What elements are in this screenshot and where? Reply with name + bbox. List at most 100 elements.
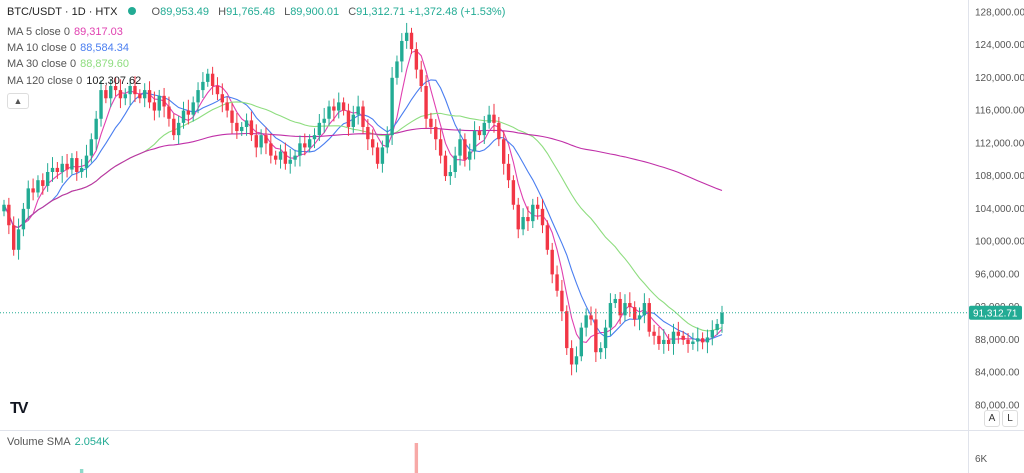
candle-body	[555, 274, 559, 291]
candle-body	[240, 126, 244, 132]
last-price-tag	[969, 305, 1022, 320]
volume-legend[interactable]: Volume SMA 2.054K	[7, 436, 109, 448]
candle-body	[337, 102, 341, 111]
candle-body	[574, 356, 579, 365]
candle-body	[424, 86, 428, 119]
indicator-ma5[interactable]: MA 5 close 0 89,317.03	[7, 26, 123, 38]
indicator-ma120-value: 102,307.62	[86, 75, 142, 87]
candle-body	[613, 298, 617, 304]
price-tick-label: 128,000.00	[975, 7, 1024, 18]
candle-body	[196, 90, 200, 103]
candle-body	[443, 155, 448, 177]
candle-body	[55, 167, 60, 172]
candle-body	[409, 32, 414, 50]
candle-body	[26, 188, 30, 209]
candle-body	[535, 204, 540, 209]
candle-body	[380, 147, 385, 164]
candle-body	[298, 143, 302, 156]
tradingview-logo[interactable]: TV	[10, 400, 29, 417]
candle-body	[686, 339, 690, 344]
ma120-line	[3, 127, 723, 228]
candle-body	[176, 122, 181, 136]
candle-body	[327, 106, 331, 119]
price-tick-label: 104,000.00	[975, 204, 1024, 215]
last-price-tag-text: 91,312.71	[973, 308, 1018, 319]
candle-body	[390, 77, 394, 136]
ma30-line	[3, 101, 723, 332]
candle-body	[375, 147, 380, 164]
candle-body	[482, 122, 486, 136]
candle-body	[715, 323, 719, 331]
price-tick-label: 84,000.00	[975, 368, 1020, 379]
candle-body	[579, 327, 584, 357]
candle-body	[429, 118, 433, 127]
indicator-ma10-value: 88,584.34	[80, 42, 130, 54]
volume-bar	[79, 469, 84, 473]
log-scale-button[interactable]: L	[1002, 410, 1018, 427]
candle-body	[351, 114, 355, 127]
candle-body	[453, 155, 457, 172]
candle-body	[676, 331, 681, 336]
candle-body	[152, 102, 157, 111]
candle-body	[385, 135, 389, 148]
candle-body	[642, 303, 647, 316]
indicator-ma10[interactable]: MA 10 close 0 88,584.34	[7, 42, 129, 54]
candle-body	[487, 114, 491, 123]
candle-body	[75, 158, 79, 172]
indicator-ma30[interactable]: MA 30 close 0 88,879.60	[7, 58, 129, 70]
indicator-ma120[interactable]: MA 120 close 0 102,307.62	[7, 75, 141, 87]
candle-body	[472, 131, 477, 152]
candle-body	[395, 61, 399, 78]
candle-body	[41, 180, 45, 186]
price-axis[interactable]: 80,000.0084,000.0088,000.0092,000.0096,0…	[975, 7, 1024, 465]
auto-scale-button[interactable]: A	[984, 410, 1000, 427]
candle-body	[492, 114, 496, 123]
candle-body	[438, 139, 443, 156]
candle-body	[210, 73, 215, 86]
price-tick-label: 80,000.00	[975, 400, 1020, 411]
candle-body	[584, 315, 588, 328]
candle-body	[99, 90, 103, 119]
candle-body	[50, 167, 55, 172]
symbol-label[interactable]: BTC/USDT · 1D · HTX	[7, 6, 118, 18]
collapse-legend-button[interactable]: ▲	[7, 93, 29, 109]
candle-body	[666, 339, 671, 344]
candle-body	[560, 290, 564, 312]
candle-body	[293, 155, 297, 160]
candle-body	[84, 155, 89, 168]
candle-body	[361, 106, 365, 127]
candle-body	[157, 95, 161, 111]
candle-body	[109, 86, 113, 99]
candle-body	[283, 151, 288, 164]
candle-body	[70, 158, 74, 170]
candle-body	[36, 180, 40, 193]
candle-body	[720, 312, 724, 324]
indicator-ma5-label: MA 5 close 0	[7, 26, 70, 38]
candle-body	[468, 151, 472, 160]
candle-body	[589, 315, 593, 320]
candle-body	[113, 86, 118, 91]
candle-body	[594, 319, 598, 353]
candle-body	[104, 90, 108, 99]
candle-body	[531, 204, 535, 222]
candle-body	[322, 118, 326, 123]
candle-body	[632, 307, 637, 320]
candle-body	[516, 204, 520, 230]
volume-bar	[414, 443, 419, 473]
candle-body	[603, 327, 608, 349]
candle-body	[142, 90, 147, 99]
candle-body	[341, 102, 346, 111]
candle-body	[608, 303, 613, 328]
candle-body	[463, 139, 467, 160]
candle-body	[60, 163, 64, 172]
candle-body	[225, 102, 229, 111]
candle-body	[618, 298, 622, 316]
close-label: C	[348, 6, 357, 18]
candle-body	[181, 110, 186, 123]
candle-body	[254, 135, 258, 148]
candle-body	[526, 217, 530, 222]
candle-body	[264, 135, 268, 144]
volume-label: Volume SMA	[7, 436, 71, 448]
candle-body	[31, 188, 35, 193]
